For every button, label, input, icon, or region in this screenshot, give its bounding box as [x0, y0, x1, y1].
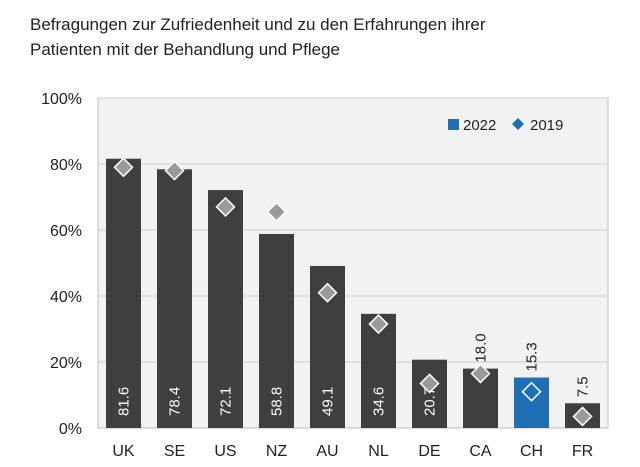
bar-us [208, 190, 243, 428]
legend-label-2019: 2019 [530, 117, 563, 134]
y-tick-label: 0% [59, 421, 82, 438]
x-tick-label: CH [520, 443, 543, 460]
marker-2019-uk [113, 157, 134, 178]
chart-title: Befragungen zur Zufriedenheit und zu den… [30, 12, 620, 62]
chart-title-line-2: Patienten mit der Behandlung und Pflege [30, 40, 341, 59]
bar-se [157, 169, 192, 428]
marker-2019-nl [368, 313, 389, 335]
marker-2019-fr [572, 406, 593, 427]
marker-2019-ch [521, 381, 542, 402]
marker-2019-us [215, 196, 236, 217]
x-tick-label: UK [112, 443, 135, 460]
y-tick-label: 60% [50, 223, 82, 240]
y-tick-label: 80% [50, 157, 82, 174]
bar-de [412, 359, 447, 428]
marker-2019-ca [470, 363, 491, 384]
value-label-nl: 34.6 [371, 387, 388, 416]
bar-uk [106, 158, 141, 428]
value-label-de: 20.7 [422, 387, 439, 416]
y-tick-label: 20% [50, 355, 82, 372]
legend-swatch-2022 [448, 119, 459, 130]
value-label-uk: 81.6 [116, 387, 133, 416]
value-label-nz: 58.8 [269, 387, 286, 416]
value-label-se: 78.4 [167, 387, 184, 416]
x-tick-label: DE [418, 443, 440, 460]
marker-2019-nz [266, 201, 287, 222]
value-label-fr: 7.5 [575, 376, 592, 397]
x-tick-label: FR [572, 443, 593, 460]
bar-nz [259, 233, 294, 428]
marker-2019-se [164, 160, 185, 181]
value-label-ca: 18.0 [473, 333, 490, 362]
x-tick-label: NZ [266, 443, 288, 460]
x-tick-label: SE [164, 443, 185, 460]
x-tick-label: NL [368, 443, 389, 460]
chart-title-line-1: Befragungen zur Zufriedenheit und zu den… [30, 15, 486, 34]
value-label-us: 72.1 [218, 387, 235, 416]
y-tick-label: 100% [41, 91, 82, 108]
value-label-au: 49.1 [320, 387, 337, 416]
value-label-ch: 15.3 [524, 342, 541, 371]
marker-2019-au [317, 282, 338, 303]
x-tick-label: CA [469, 443, 492, 460]
legend-label-2022: 2022 [463, 117, 496, 134]
y-tick-label: 40% [50, 289, 82, 306]
marker-2019-de [419, 373, 440, 394]
x-tick-label: AU [316, 443, 338, 460]
legend-marker-2019 [512, 118, 524, 130]
x-tick-label: US [214, 443, 236, 460]
